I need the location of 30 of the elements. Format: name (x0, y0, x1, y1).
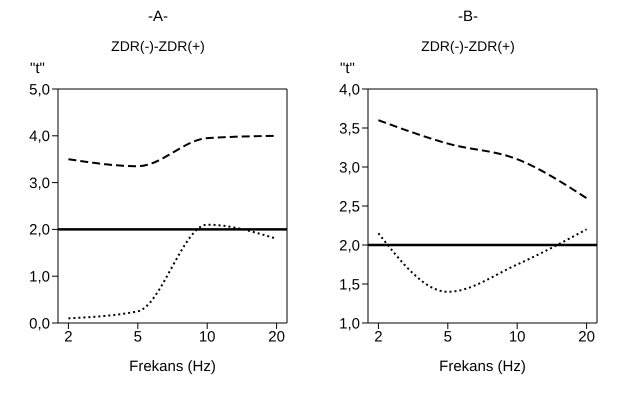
chart-subtitle: ZDR(-)-ZDR(+) (110, 38, 206, 56)
y-tick-label: 1,5 (339, 276, 360, 294)
y-tick-label: 3,5 (339, 120, 360, 138)
y-tick-label: 1,0 (339, 315, 360, 332)
chart-title: -B- (457, 8, 479, 27)
y-tick-label: 2,5 (339, 198, 360, 216)
y-tick-label: 4,0 (339, 81, 360, 98)
x-tick-label: 2 (374, 328, 383, 346)
y-tick-label: 2,0 (339, 237, 360, 254)
y-tick-label: 2,0 (29, 222, 50, 239)
y-tick-label: 0,0 (29, 315, 50, 332)
x-tick-label: 10 (508, 328, 526, 346)
x-tick-label: 20 (268, 328, 285, 346)
x-tick-label: 20 (578, 328, 595, 346)
x-axis-title: Frekans (Hz) (439, 358, 526, 375)
y-axis-title: "t" (339, 60, 356, 78)
x-tick-label: 5 (444, 328, 452, 346)
y-axis-title: "t" (29, 60, 46, 78)
line-series (377, 119, 588, 200)
y-tick-label: 1,0 (29, 268, 50, 286)
x-tick-label: 5 (134, 328, 142, 346)
y-tick-label: 5,0 (29, 81, 50, 98)
x-tick-label: 10 (198, 328, 216, 346)
x-axis-title: Frekans (Hz) (129, 358, 216, 375)
chart-subtitle: ZDR(-)-ZDR(+) (420, 38, 516, 56)
y-tick-label: 3,0 (339, 159, 360, 176)
x-tick-label: 2 (64, 328, 73, 346)
chart-title: -A- (147, 8, 169, 27)
y-tick-label: 3,0 (29, 174, 50, 192)
y-tick-label: 4,0 (29, 128, 50, 146)
